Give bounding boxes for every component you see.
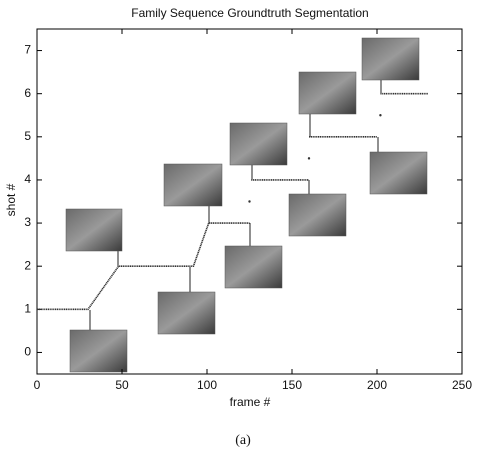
x-axis-label: frame # [230, 395, 271, 409]
x-tick-label: 150 [282, 378, 302, 392]
thumbnail [229, 122, 288, 166]
x-tick-label: 250 [452, 378, 472, 392]
y-tick-label: 0 [24, 345, 31, 359]
chart-title: Family Sequence Groundtruth Segmentation [131, 6, 368, 20]
thumbnail [69, 329, 128, 373]
x-tick-label: 50 [115, 378, 129, 392]
thumbnails [65, 37, 428, 373]
thumbnail [369, 151, 428, 195]
y-tick-label: 7 [24, 43, 31, 57]
x-tick-label: 100 [197, 378, 217, 392]
y-tick-label: 2 [24, 258, 31, 272]
thumbnail [65, 208, 123, 252]
y-tick-label: 4 [24, 172, 31, 186]
y-tick-label: 1 [24, 301, 31, 315]
caption: (a) [235, 433, 251, 448]
thumbnail [157, 291, 216, 335]
thumbnail [163, 163, 223, 207]
y-tick-label: 3 [24, 215, 31, 229]
x-tick-label: 0 [34, 378, 41, 392]
point [379, 114, 382, 117]
step-line [37, 92, 428, 311]
y-tick-label: 5 [24, 129, 31, 143]
x-tick-label: 200 [367, 378, 387, 392]
thumbnail [224, 245, 283, 289]
point [307, 157, 311, 160]
thumbnail [361, 37, 420, 81]
y-tick-label: 6 [24, 86, 31, 100]
thumbnail [288, 193, 347, 237]
y-axis-label: shot # [4, 183, 18, 216]
point [248, 200, 251, 203]
thumbnail [298, 71, 357, 115]
